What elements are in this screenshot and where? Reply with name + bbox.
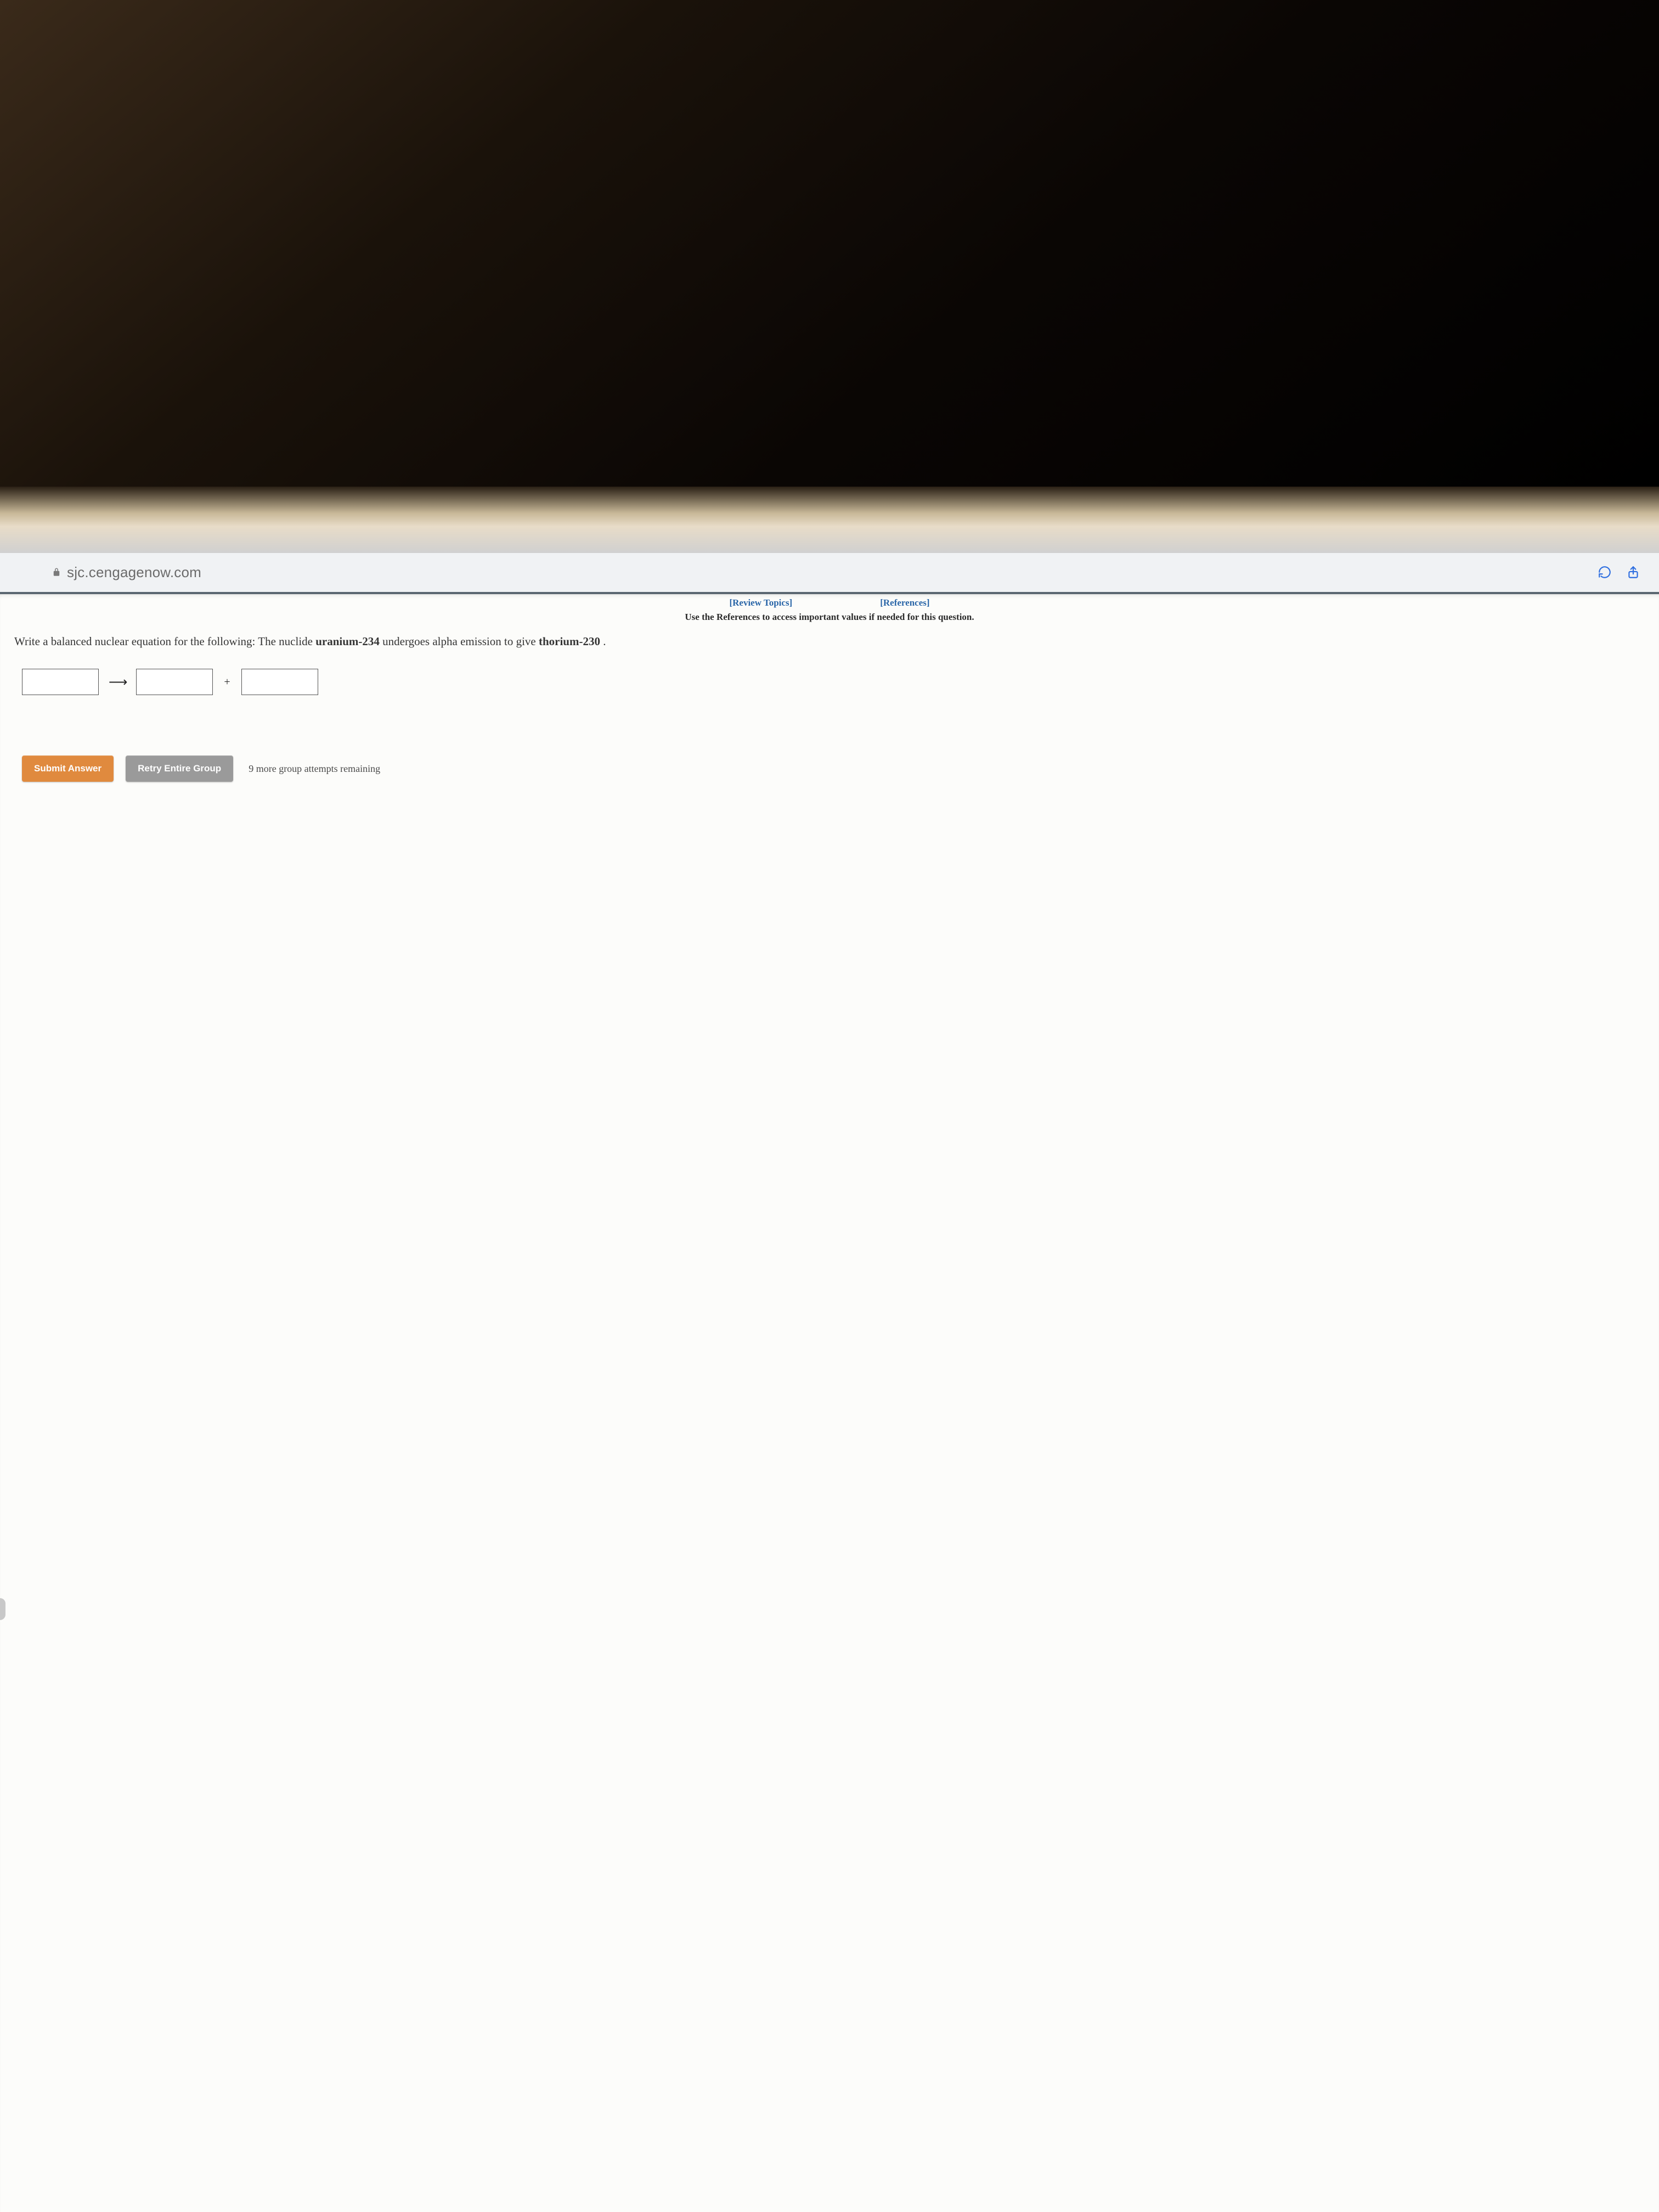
reactant-input[interactable] xyxy=(22,669,99,695)
equation-row: ⟶ + xyxy=(0,649,1659,695)
address-domain: sjc.cengagenow.com xyxy=(67,564,201,581)
share-icon[interactable] xyxy=(1626,565,1640,579)
lock-icon xyxy=(52,567,61,578)
question-text: Write a balanced nuclear equation for th… xyxy=(0,630,1659,649)
references-link[interactable]: [References] xyxy=(880,597,929,608)
product2-input[interactable] xyxy=(241,669,318,695)
photo-background-top xyxy=(0,0,1659,487)
address-bar: sjc.cengagenow.com xyxy=(0,553,1659,590)
attempts-remaining-text: 9 more group attempts remaining xyxy=(245,763,380,775)
browser-screen: sjc.cengagenow.com [Review Topics] [Refe… xyxy=(0,553,1659,2212)
button-row: Submit Answer Retry Entire Group 9 more … xyxy=(0,695,1659,782)
address-bar-left[interactable]: sjc.cengagenow.com xyxy=(13,564,1590,581)
content-panel: [Review Topics] [References] Use the Ref… xyxy=(0,592,1659,2212)
arrow-symbol: ⟶ xyxy=(109,674,126,690)
side-nub xyxy=(0,1598,5,1620)
instruction-text: Use the References to access important v… xyxy=(0,611,1659,630)
question-bold1: uranium-234 xyxy=(315,635,380,648)
device-bezel xyxy=(0,487,1659,553)
question-suffix: . xyxy=(600,635,606,648)
review-topics-link[interactable]: [Review Topics] xyxy=(729,597,792,608)
question-prefix: Write a balanced nuclear equation for th… xyxy=(14,635,315,648)
retry-group-button[interactable]: Retry Entire Group xyxy=(126,755,233,782)
product1-input[interactable] xyxy=(136,669,213,695)
submit-answer-button[interactable]: Submit Answer xyxy=(22,755,114,782)
header-links: [Review Topics] [References] xyxy=(0,594,1659,611)
question-middle: undergoes alpha emission to give xyxy=(380,635,539,648)
plus-symbol: + xyxy=(223,676,231,689)
reload-icon[interactable] xyxy=(1598,565,1612,579)
question-bold2: thorium-230 xyxy=(539,635,600,648)
